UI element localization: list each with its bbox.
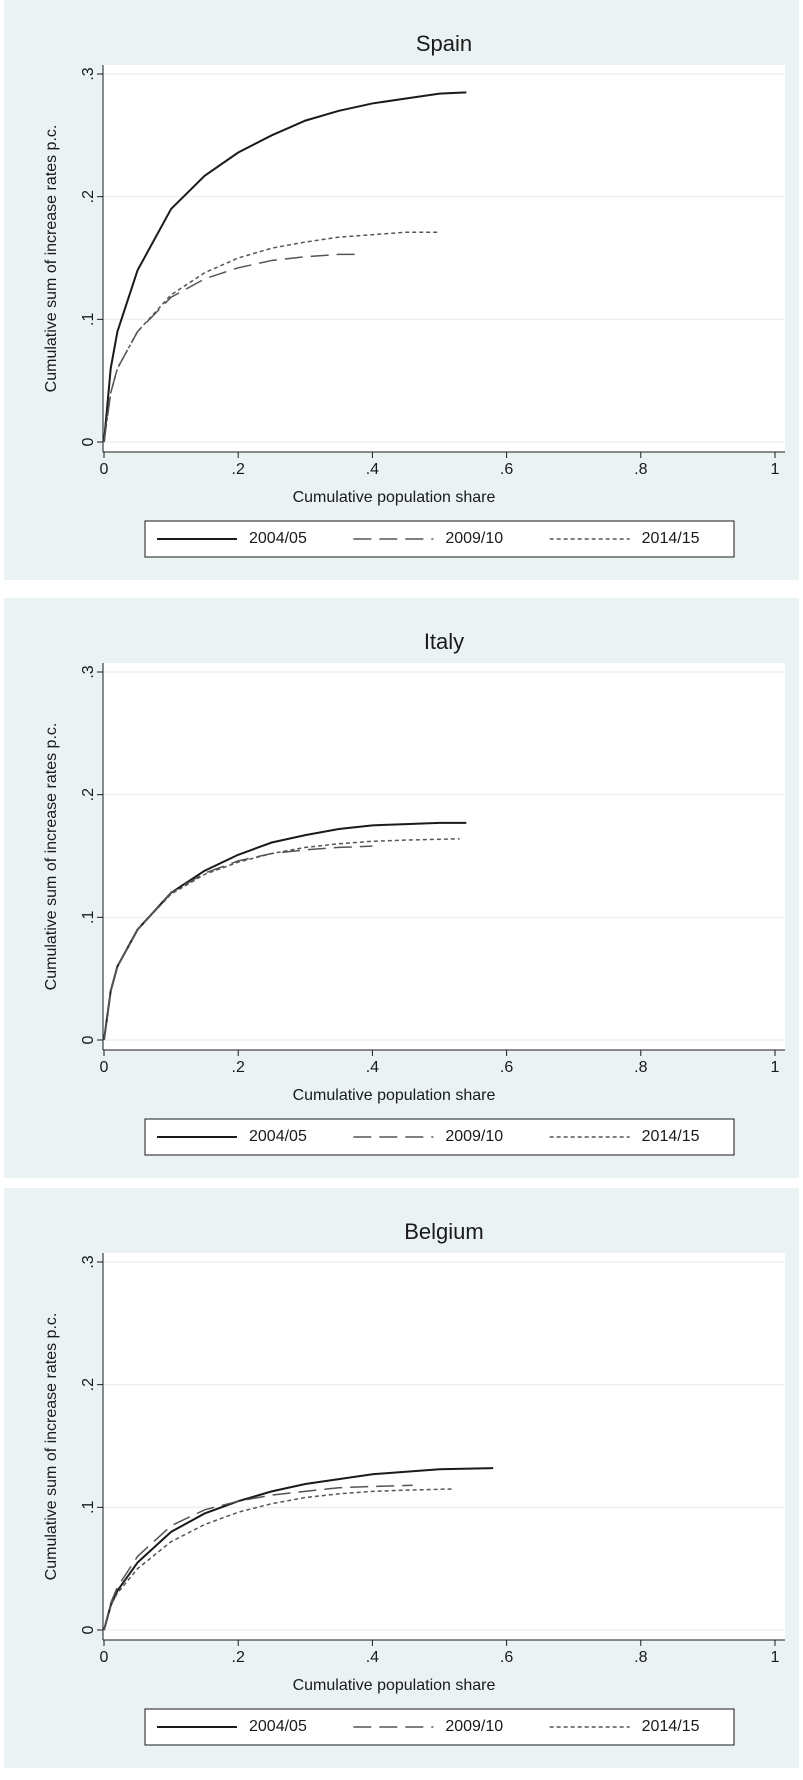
y-tick-label: 0 <box>80 1035 97 1044</box>
x-tick-label: .4 <box>366 1059 379 1076</box>
x-tick-label: .6 <box>500 1059 513 1076</box>
x-tick-label: 0 <box>100 1649 109 1666</box>
x-tick-label: .4 <box>366 1649 379 1666</box>
y-tick-label: .1 <box>80 911 97 924</box>
x-tick-label: .8 <box>634 1649 647 1666</box>
x-tick-label: 1 <box>771 461 780 478</box>
x-tick-label: .8 <box>634 461 647 478</box>
x-tick-label: .8 <box>634 1059 647 1076</box>
plot-area <box>103 663 785 1050</box>
x-tick-label: .6 <box>500 461 513 478</box>
x-axis-label: Cumulative population share <box>293 489 496 506</box>
y-tick-label: .3 <box>80 67 97 80</box>
y-tick-label: .2 <box>80 1378 97 1391</box>
y-tick-label: .1 <box>80 313 97 326</box>
series-line <box>103 1488 453 1631</box>
y-axis-label: Cumulative sum of increase rates p.c. <box>43 125 60 393</box>
x-tick-label: 1 <box>771 1649 780 1666</box>
y-tick-label: 0 <box>80 437 97 446</box>
x-tick-label: .2 <box>232 1059 245 1076</box>
legend-label: 2004/05 <box>249 1718 307 1735</box>
y-tick-label: .3 <box>80 1255 97 1268</box>
legend-label: 2004/05 <box>249 530 307 547</box>
legend-label: 2014/15 <box>642 1128 700 1145</box>
legend-box <box>144 1708 735 1746</box>
series-line <box>103 1484 413 1631</box>
chart-panel: Italy 0 .1 .2 .3 0 .2 .4 .6 .8 1 Cumulative populat… <box>4 598 799 1178</box>
chart-title: Spain <box>416 31 472 56</box>
plot-area <box>103 65 785 452</box>
chart-title: Belgium <box>404 1219 483 1244</box>
legend-box <box>144 520 735 558</box>
y-tick-label: .3 <box>80 665 97 678</box>
legend-label: 2004/05 <box>249 1128 307 1145</box>
legend-label: 2014/15 <box>642 1718 700 1735</box>
series-line <box>103 91 467 443</box>
legend-label: 2014/15 <box>642 530 700 547</box>
x-tick-label: .6 <box>500 1649 513 1666</box>
x-tick-label: 0 <box>100 1059 109 1076</box>
x-tick-label: 1 <box>771 1059 780 1076</box>
x-tick-label: .2 <box>232 461 245 478</box>
x-axis-label: Cumulative population share <box>293 1087 496 1104</box>
chart-panel: Belgium 0 .1 .2 .3 0 .2 .4 .6 .8 1 Cumulative popul… <box>4 1188 799 1768</box>
y-tick-label: .2 <box>80 190 97 203</box>
y-tick-label: .1 <box>80 1501 97 1514</box>
x-axis-label: Cumulative population share <box>293 1677 496 1694</box>
x-tick-label: .4 <box>366 461 379 478</box>
y-tick-label: .2 <box>80 788 97 801</box>
y-tick-label: 0 <box>80 1625 97 1634</box>
series-line <box>103 231 440 443</box>
chart-panel: Spain 0 .1 .2 .3 0 .2 .4 .6 .8 1 Cumulative populat… <box>4 0 799 580</box>
chart-title: Italy <box>424 629 464 654</box>
legend-label: 2009/10 <box>445 530 503 547</box>
legend-box <box>144 1118 735 1156</box>
y-axis-label: Cumulative sum of increase rates p.c. <box>43 1313 60 1581</box>
y-axis-label: Cumulative sum of increase rates p.c. <box>43 723 60 991</box>
x-tick-label: 0 <box>100 461 109 478</box>
series-line <box>103 838 460 1041</box>
plot-area <box>103 1253 785 1640</box>
x-tick-label: .2 <box>232 1649 245 1666</box>
series-line <box>103 1467 494 1631</box>
legend-label: 2009/10 <box>445 1718 503 1735</box>
legend-label: 2009/10 <box>445 1128 503 1145</box>
